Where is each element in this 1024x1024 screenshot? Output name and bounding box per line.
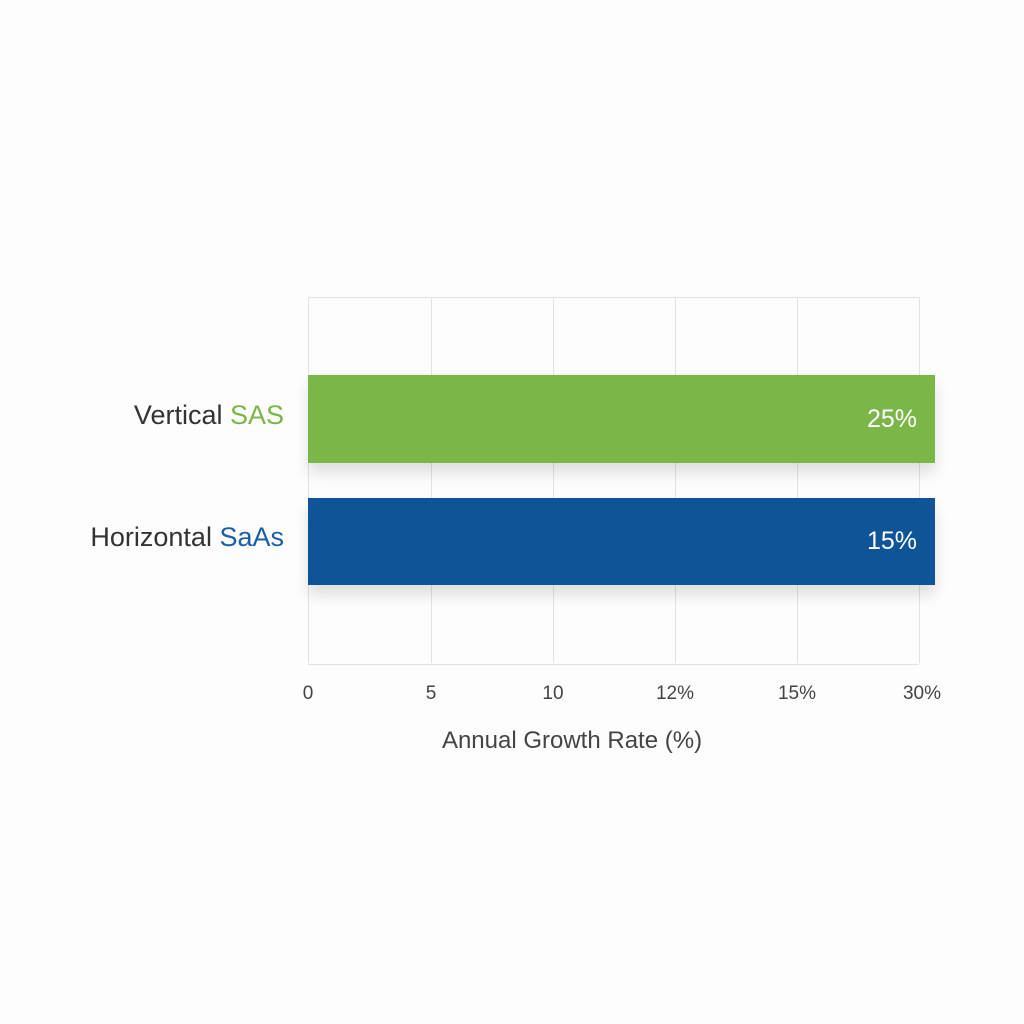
- bar-vertical-sas[interactable]: 25%: [308, 375, 935, 463]
- x-tick-label: 10: [542, 683, 564, 704]
- gridline: [675, 297, 676, 663]
- gridline: [797, 297, 798, 663]
- category-accent: SAS: [229, 400, 284, 430]
- gridline: [308, 297, 309, 663]
- x-tick-label: 5: [425, 683, 437, 704]
- x-tick-label: 15%: [777, 683, 817, 704]
- category-label-horizontal-saas: Horizontal SaAs: [90, 522, 284, 553]
- gridline: [431, 297, 432, 663]
- category-label-vertical-sas: Vertical SAS: [134, 400, 284, 431]
- plot-area: [308, 297, 919, 665]
- gridline: [919, 297, 920, 663]
- category-accent: SaAs: [219, 522, 284, 552]
- category-text: Horizontal: [90, 522, 220, 552]
- x-axis-title: Annual Growth Rate (%): [441, 727, 703, 754]
- category-text: Vertical: [133, 400, 230, 430]
- gridline: [553, 297, 554, 663]
- x-tick-label: 0: [302, 683, 314, 704]
- bar-value-label: 15%: [866, 527, 917, 555]
- bar-horizontal-saas[interactable]: 15%: [308, 498, 935, 585]
- bar-value-label: 25%: [866, 404, 917, 433]
- x-tick-label: 30%: [902, 683, 942, 704]
- x-tick-label: 12%: [655, 683, 695, 704]
